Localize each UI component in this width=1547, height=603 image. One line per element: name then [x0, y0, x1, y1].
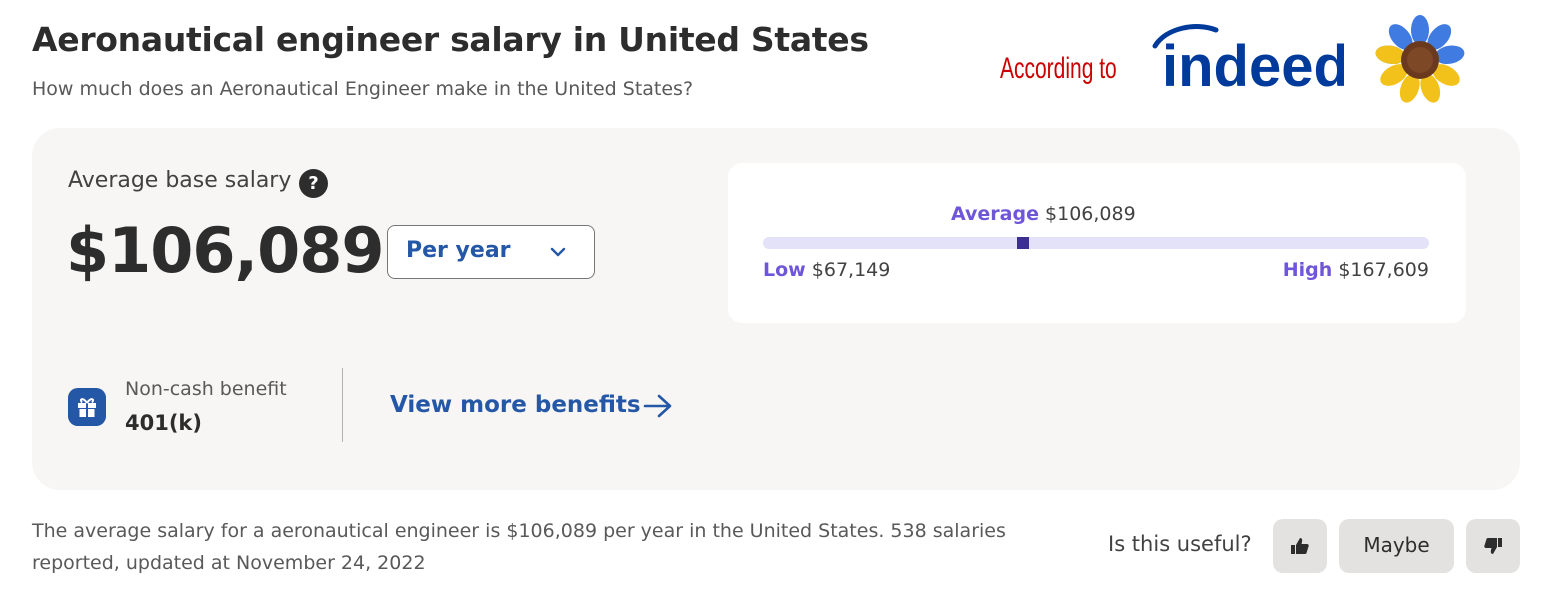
thumbs-up-icon	[1291, 538, 1309, 554]
range-high-caption: High $167,609	[1283, 259, 1429, 281]
average-marker	[1016, 237, 1029, 249]
thumbs-down-button[interactable]	[1466, 519, 1520, 573]
pay-period-value: Per year	[406, 238, 511, 263]
according-to-text: According to	[1000, 52, 1117, 85]
page-title: Aeronautical engineer salary in United S…	[32, 20, 869, 59]
gift-icon	[68, 388, 106, 426]
indeed-logo: indeed	[1152, 24, 1344, 94]
benefit-type-label: Non-cash benefit	[125, 378, 287, 400]
arrow-right-icon[interactable]	[643, 393, 673, 419]
salary-range-track	[763, 237, 1429, 249]
page-subtitle: How much does an Aeronautical Engineer m…	[32, 78, 694, 100]
range-average-label: Average	[951, 203, 1039, 225]
benefit-value: 401(k)	[125, 411, 202, 435]
maybe-label: Maybe	[1363, 533, 1430, 557]
average-base-salary-label: Average base salary	[68, 168, 292, 193]
indeed-logo-text: indeed	[1162, 34, 1344, 94]
thumbs-down-icon	[1484, 538, 1502, 554]
average-salary-amount: $106,089	[66, 214, 385, 287]
maybe-button[interactable]: Maybe	[1339, 519, 1454, 573]
chevron-down-icon	[550, 247, 566, 257]
range-low-label: Low	[763, 259, 806, 281]
range-low-caption: Low $67,149	[763, 259, 890, 281]
feedback-question: Is this useful?	[1108, 532, 1252, 556]
pay-period-select[interactable]: Per year	[387, 225, 595, 279]
salary-summary-text: The average salary for a aeronautical en…	[32, 520, 1006, 574]
range-high-value: $167,609	[1338, 259, 1429, 281]
sunflower-icon	[1375, 15, 1465, 103]
thumbs-up-button[interactable]	[1273, 519, 1327, 573]
benefits-divider	[342, 368, 343, 442]
help-icon[interactable]: ?	[299, 169, 328, 198]
range-average-caption: Average $106,089	[951, 203, 1136, 225]
range-low-value: $67,149	[811, 259, 891, 281]
view-more-benefits-link[interactable]: View more benefits	[390, 392, 641, 418]
range-high-label: High	[1282, 259, 1333, 281]
range-average-value: $106,089	[1045, 203, 1136, 225]
